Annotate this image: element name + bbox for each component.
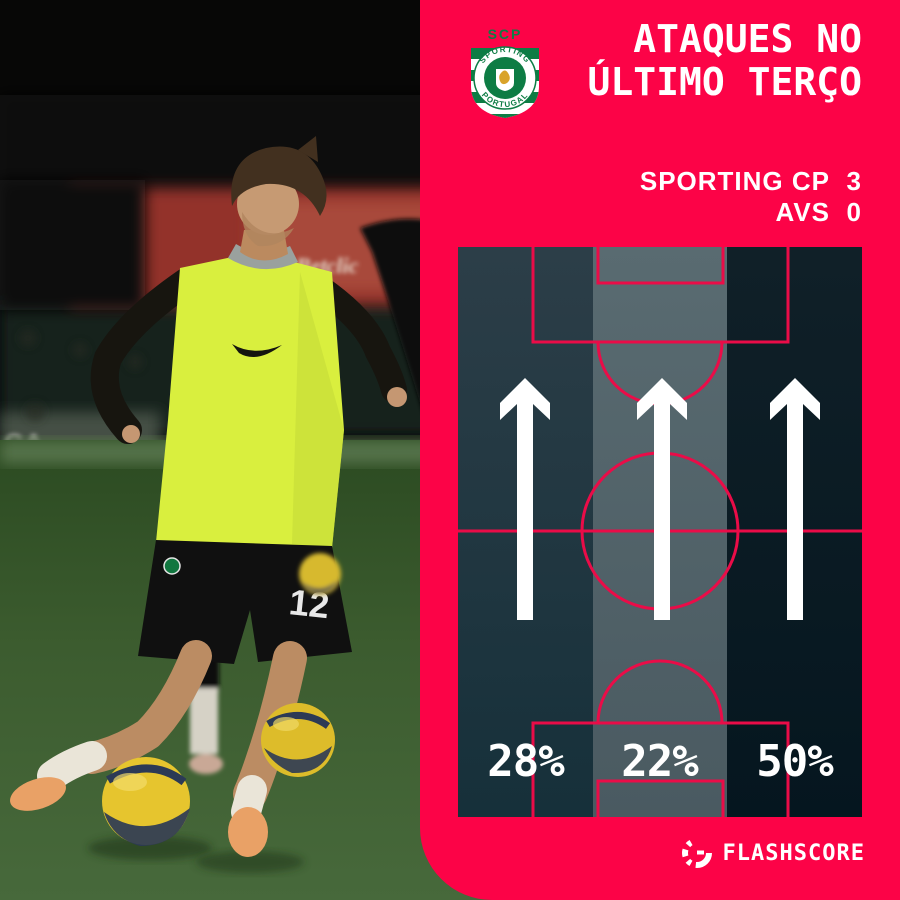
title-line-1: ATAQUES NO — [633, 17, 862, 61]
footballs — [102, 553, 341, 846]
zone-left-percent: 28% — [487, 736, 564, 787]
attack-arrows — [500, 378, 820, 620]
shorts-crest — [163, 557, 181, 575]
player-left-arm — [90, 268, 200, 444]
football-small — [299, 553, 341, 595]
attack-arrow-left — [500, 378, 550, 620]
away-team-score: 0 — [846, 197, 862, 227]
football-main — [102, 757, 190, 846]
score-row-home: SPORTING CP 3 — [640, 166, 862, 197]
player-shorts: 12 — [138, 540, 352, 664]
football-mid — [261, 703, 335, 777]
home-team-score: 3 — [846, 166, 862, 196]
stats-panel: SCP SPORTING PORTUGAL ATAQUES NO ÚLTIMO … — [420, 0, 900, 900]
player-hand — [387, 387, 407, 407]
player-figure: 12 — [10, 136, 407, 873]
player-right-arm — [307, 275, 407, 403]
flashscore-icon — [681, 836, 714, 868]
page-title: ATAQUES NO ÚLTIMO TERÇO — [587, 18, 862, 104]
away-team-name: AVS — [775, 197, 830, 227]
attack-arrow-middle — [637, 378, 687, 620]
player-bib — [156, 244, 344, 548]
flashscore-logo: FLASHSCORE — [680, 836, 865, 870]
player-legs — [10, 640, 307, 857]
zone-middle-percent: 22% — [621, 736, 698, 787]
attack-arrow-right — [770, 378, 820, 620]
flashscore-wordmark: FLASHSCORE — [722, 840, 865, 866]
player-hair — [231, 146, 327, 216]
crest-lion-icon — [499, 70, 510, 85]
nike-swoosh-icon — [232, 344, 282, 358]
score-row-away: AVS 0 — [640, 197, 862, 228]
pitch-zone-chart: 28% 22% 50% — [458, 247, 862, 817]
home-team-name: SPORTING CP — [639, 166, 830, 196]
pitch-diagram — [458, 247, 862, 817]
player-boot-left — [10, 777, 66, 811]
player-boot-right — [228, 807, 268, 857]
player-head — [231, 136, 327, 261]
title-line-2: ÚLTIMO TERÇO — [587, 60, 862, 104]
zone-right-percent: 50% — [756, 736, 833, 787]
crest-scp-text: SCP — [488, 26, 523, 42]
sporting-cp-crest: SCP SPORTING PORTUGAL — [471, 26, 539, 118]
scoreboard: SPORTING CP 3 AVS 0 — [640, 166, 862, 228]
